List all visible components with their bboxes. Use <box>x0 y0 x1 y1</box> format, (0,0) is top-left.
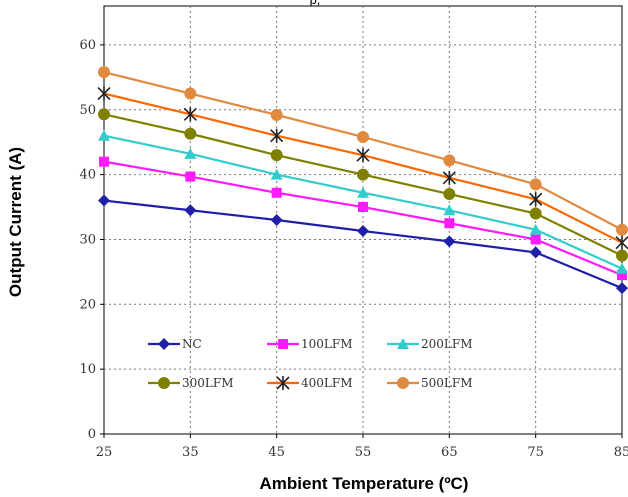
data-point <box>616 262 628 274</box>
legend-swatch-marker <box>158 338 170 350</box>
x-tick-label: 65 <box>441 445 458 460</box>
y-axis-title: Output Current (A) <box>6 147 25 297</box>
x-tick-label: 75 <box>527 445 544 460</box>
data-point <box>270 168 283 180</box>
data-point <box>357 168 369 181</box>
data-point <box>529 192 543 207</box>
y-tick-label: 0 <box>88 427 96 442</box>
data-point <box>444 218 455 229</box>
legend: NC 100LFM 200LFM 300LFM 400LFM 500LFM <box>148 337 473 390</box>
plot-area <box>103 5 623 435</box>
data-point <box>184 147 197 159</box>
data-point <box>617 270 627 281</box>
legend-swatch-marker <box>158 377 170 389</box>
legend-swatch-marker <box>276 376 290 390</box>
top-partial-text: p, <box>310 0 321 7</box>
data-point <box>270 214 283 226</box>
data-point <box>530 234 541 245</box>
data-point <box>98 194 110 207</box>
series-200lfm <box>98 129 628 274</box>
data-point <box>443 204 456 216</box>
data-point <box>615 235 628 250</box>
data-point <box>529 178 542 191</box>
x-tick-label: 25 <box>96 445 113 460</box>
y-tick-label: 60 <box>79 38 96 53</box>
data-point <box>443 154 456 167</box>
series-layer <box>97 66 628 295</box>
legend-label: 300LFM <box>182 376 234 390</box>
data-point <box>357 225 369 238</box>
data-point <box>358 202 368 213</box>
data-point <box>529 207 542 220</box>
data-point <box>98 66 110 79</box>
data-point <box>357 130 369 143</box>
data-point <box>616 282 628 295</box>
data-point <box>98 129 110 141</box>
legend-label: 200LFM <box>421 337 473 351</box>
data-point <box>442 170 456 185</box>
series-400lfm <box>97 86 628 250</box>
data-point <box>183 107 197 122</box>
data-point <box>529 246 542 259</box>
series-300lfm <box>98 108 628 262</box>
legend-swatch-marker <box>397 377 409 389</box>
legend-item: 100LFM <box>267 337 353 351</box>
y-tick-label: 20 <box>79 297 96 312</box>
data-point <box>185 171 196 182</box>
data-point <box>357 186 369 198</box>
legend-label: 100LFM <box>301 337 353 351</box>
y-axis-ticks: 0 10 20 30 40 50 60 <box>79 38 104 442</box>
data-point <box>616 249 628 262</box>
legend-label: NC <box>182 337 202 351</box>
legend-item: 300LFM <box>148 376 234 390</box>
x-tick-label: 35 <box>182 445 199 460</box>
legend-item: 200LFM <box>387 337 473 351</box>
y-tick-label: 50 <box>79 103 96 118</box>
data-point <box>184 87 197 100</box>
data-point <box>443 235 456 248</box>
data-point <box>356 148 370 163</box>
y-tick-label: 10 <box>79 362 96 377</box>
data-point <box>270 108 283 121</box>
series-100lfm <box>99 156 627 281</box>
y-tick-label: 30 <box>79 232 96 247</box>
x-tick-label: 55 <box>355 445 372 460</box>
data-point <box>184 204 197 217</box>
legend-swatch-marker <box>278 339 288 349</box>
data-point <box>443 188 456 201</box>
data-point <box>97 86 111 101</box>
legend-swatch-marker <box>397 338 409 349</box>
x-tick-label: 45 <box>268 445 285 460</box>
data-point <box>99 156 109 167</box>
data-point <box>271 187 282 198</box>
data-point <box>529 223 542 235</box>
data-point <box>98 108 110 121</box>
data-point <box>270 128 284 143</box>
legend-item: 500LFM <box>387 376 473 390</box>
legend-label: 400LFM <box>301 376 353 390</box>
series-nc <box>98 194 628 295</box>
x-axis-title: Ambient Temperature (ºC) <box>260 474 469 493</box>
y-tick-label: 40 <box>79 168 96 183</box>
data-point <box>616 223 628 236</box>
x-axis-ticks: 25 35 45 55 65 75 85 <box>96 434 628 460</box>
legend-item: NC <box>148 337 202 351</box>
legend-item: 400LFM <box>267 376 353 390</box>
data-point <box>184 127 197 140</box>
data-point <box>270 149 283 162</box>
series-500lfm <box>98 66 628 236</box>
legend-label: 500LFM <box>421 376 473 390</box>
x-tick-label: 85 <box>614 445 628 460</box>
